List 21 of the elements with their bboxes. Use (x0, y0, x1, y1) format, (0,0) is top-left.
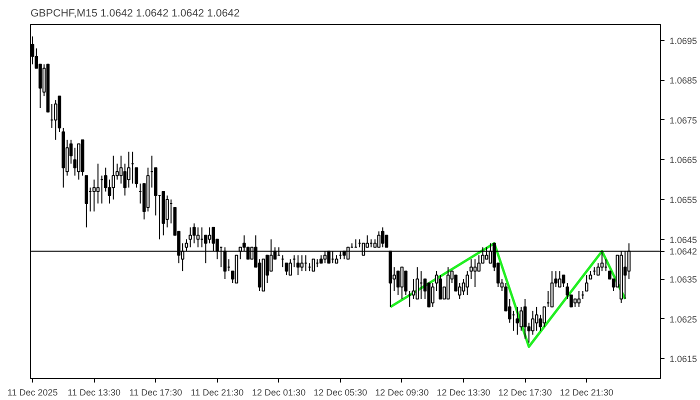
y-tick-label: 1.0685 (670, 76, 698, 86)
x-tick-label: 12 Dec 21:30 (560, 388, 614, 398)
x-tick-label: 12 Dec 05:30 (314, 388, 368, 398)
y-tick-label: 1.0655 (670, 195, 698, 206)
x-tick-label: 11 Dec 17:30 (129, 388, 182, 398)
chart-title: GBPCHF,M15 1.0642 1.0642 1.0642 1.0642 (30, 8, 240, 20)
x-tick-label: 11 Dec 21:30 (190, 388, 244, 398)
y-tick-label: 1.0695 (670, 36, 698, 46)
x-tick-label: 12 Dec 09:30 (375, 388, 429, 398)
y-tick-label: 1.0645 (670, 234, 698, 245)
x-tick-label: 12 Dec 01:30 (252, 388, 306, 398)
y-tick-label: 1.0625 (670, 314, 698, 324)
x-tick-label: 12 Dec 17:30 (498, 388, 552, 398)
x-tick-label: 12 Dec 13:30 (436, 388, 490, 398)
y-tick-label: 1.0635 (670, 274, 698, 285)
y-tick-label: 1.0615 (670, 354, 698, 364)
y-tick-label: 1.0665 (670, 155, 698, 166)
ref-line-label: 1.0642 (670, 246, 698, 257)
y-tick-label: 1.0675 (670, 115, 698, 126)
x-tick-label: 11 Dec 2025 (7, 388, 58, 398)
x-tick-label: 11 Dec 13:30 (68, 388, 121, 398)
